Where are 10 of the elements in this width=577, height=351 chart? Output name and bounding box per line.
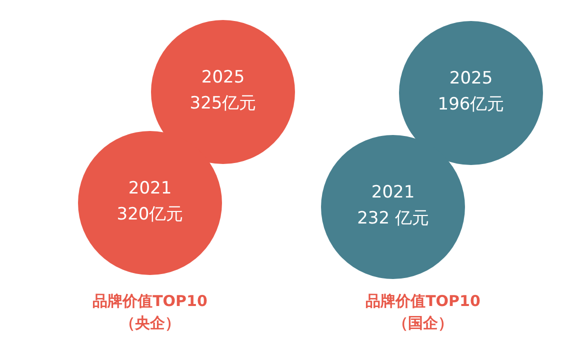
data-label: 232 亿元 [357,208,429,228]
category-label: 2025 [201,67,245,88]
category-label: 2021 [128,178,172,198]
data-label: 320亿元 [116,204,184,224]
text: 品牌价值TOP10 （央企） [92,291,208,334]
data-label: 196亿元 [438,94,504,114]
text: 品牌价值TOP10 （国企） [364,291,482,334]
category-label: 2021 [371,182,415,202]
data-label: 325亿元 [190,93,256,114]
category-label: 2025 [449,68,493,88]
